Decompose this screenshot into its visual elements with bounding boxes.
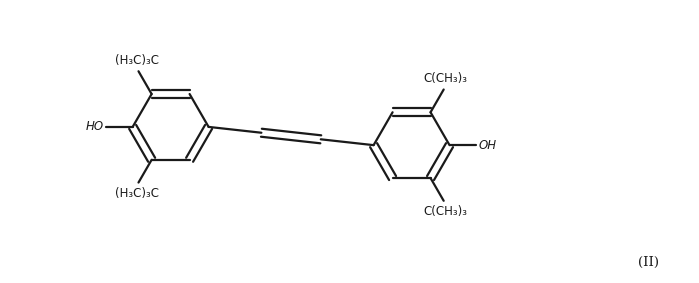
Text: OH: OH [479,139,497,152]
Text: (II): (II) [638,256,659,269]
Text: HO: HO [85,120,103,133]
Text: C(CH₃)₃: C(CH₃)₃ [423,72,467,85]
Text: (H₃C)₃C: (H₃C)₃C [115,54,159,67]
Text: (H₃C)₃C: (H₃C)₃C [115,187,159,200]
Text: C(CH₃)₃: C(CH₃)₃ [423,205,467,218]
